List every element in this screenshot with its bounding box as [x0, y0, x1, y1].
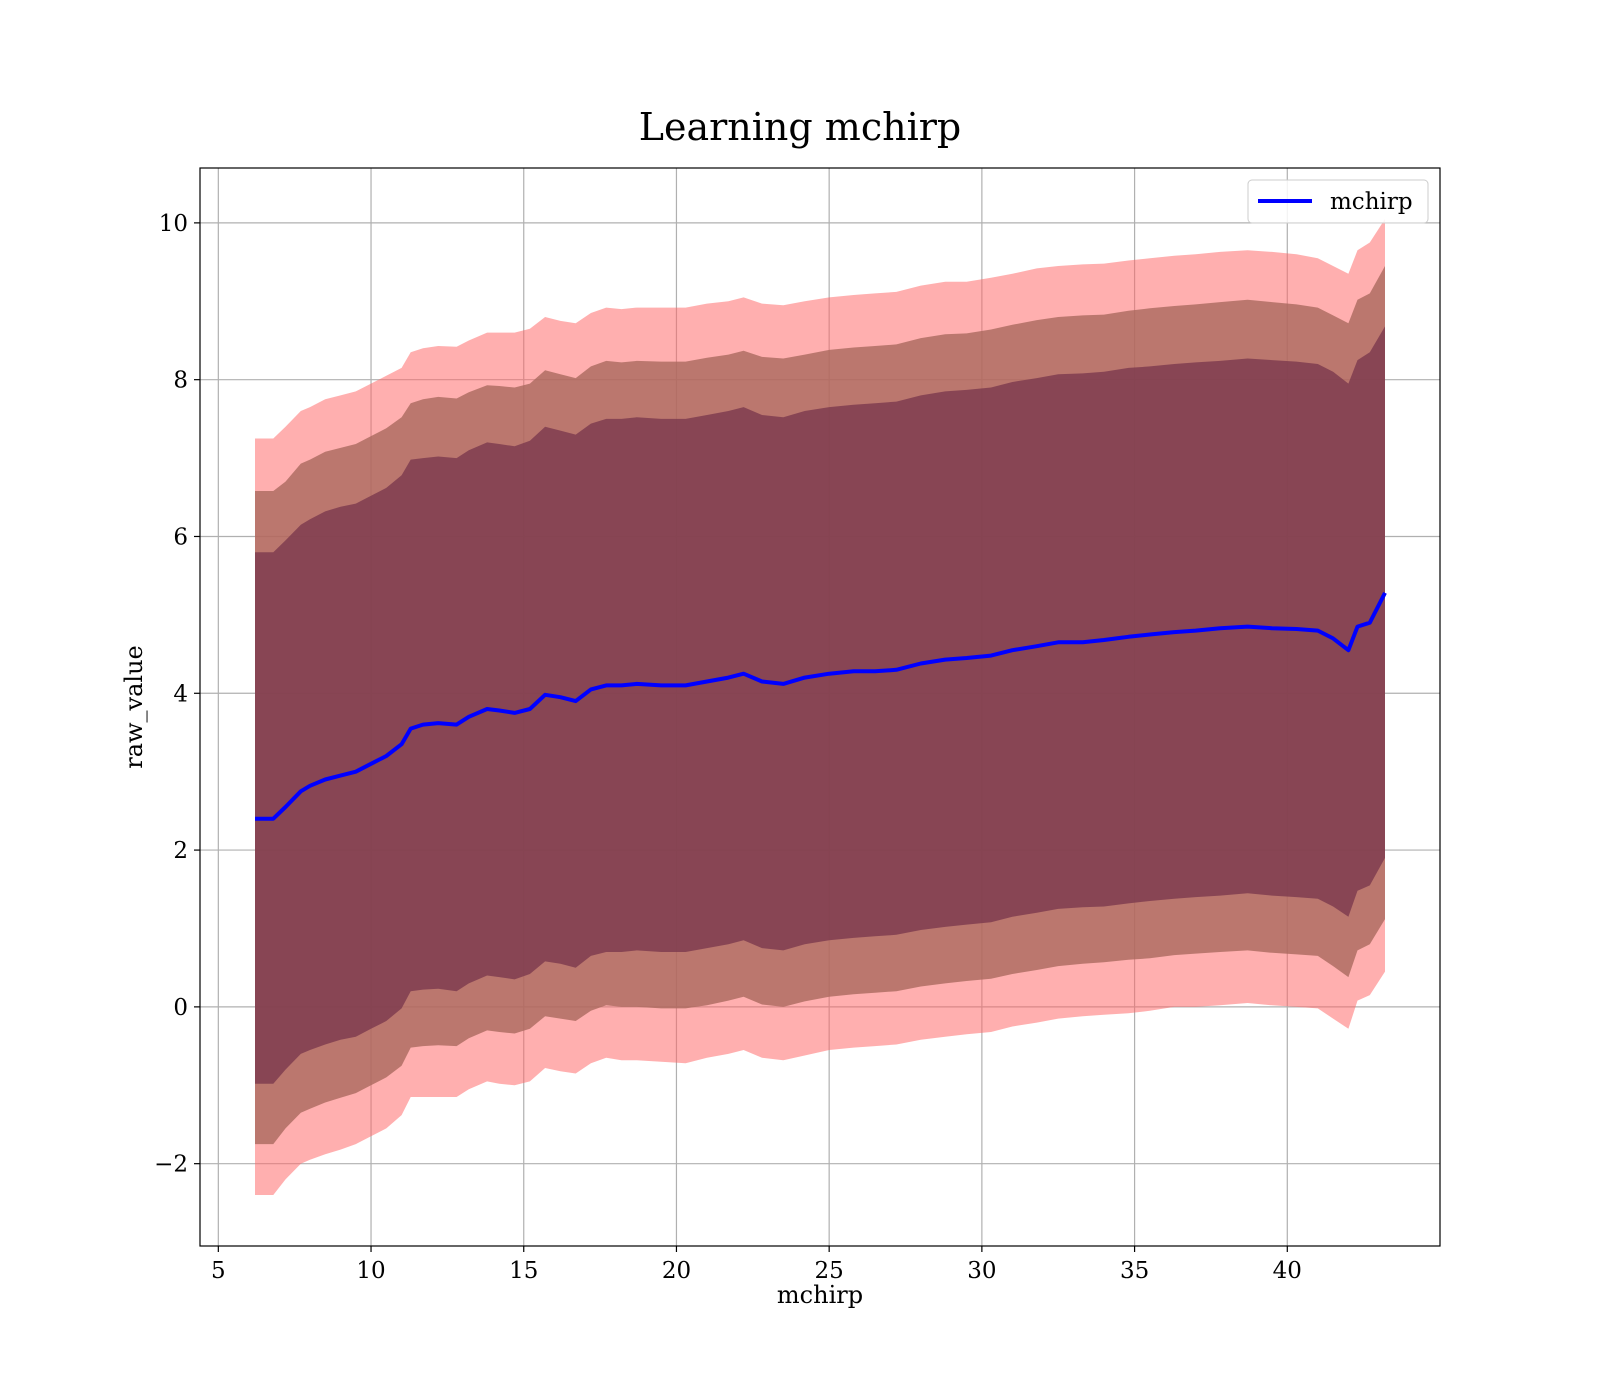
confidence-bands	[255, 219, 1385, 1195]
ticks: 5 10 15 20 25 30 35 40 −2 0 2 4 6 8 10	[154, 211, 1302, 1284]
x-tick-label: 35	[1120, 1258, 1149, 1284]
plot-area-frame	[199, 167, 1441, 1247]
y-tick-label: 8	[173, 368, 188, 394]
x-tick-label: 25	[815, 1258, 844, 1284]
series-lines	[255, 591, 1387, 821]
legend-label: mchirp	[1330, 189, 1413, 215]
x-tick-label: 30	[967, 1258, 996, 1284]
y-tick-label: 6	[173, 524, 188, 550]
x-tick-label: 5	[211, 1258, 226, 1284]
y-tick-label: 4	[173, 681, 188, 707]
x-tick-label: 40	[1273, 1258, 1302, 1284]
y-tick-label: 2	[173, 838, 188, 864]
chart-title: Learning mchirp	[639, 105, 961, 149]
series-line	[255, 591, 1387, 821]
legend-box	[1247, 179, 1429, 224]
x-tick-label: 15	[509, 1258, 538, 1284]
inner-band	[255, 326, 1385, 1084]
y-axis-label: raw_value	[120, 645, 148, 769]
y-tick-label: 0	[173, 995, 188, 1021]
x-tick-label: 10	[356, 1258, 385, 1284]
y-tick-label: −2	[154, 1152, 188, 1178]
legend: mchirp	[1247, 179, 1429, 224]
x-axis-label: mchirp	[777, 1281, 863, 1309]
x-tick-label: 20	[662, 1258, 691, 1284]
y-tick-label: 10	[159, 211, 188, 237]
